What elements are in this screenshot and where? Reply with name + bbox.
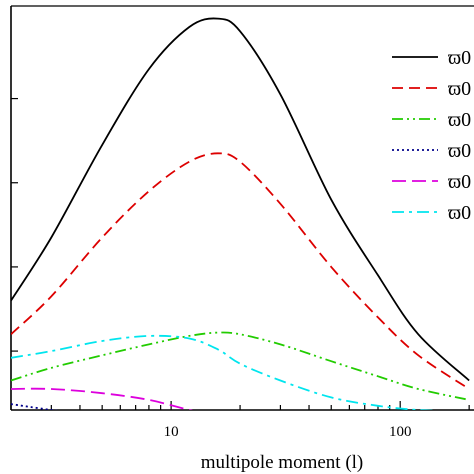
series-line-3 [11,331,470,401]
plot-frame: 10 100 [10,5,474,440]
x-tick-label: 100 [389,424,412,440]
x-axis-label: multipole moment (l) [201,452,364,473]
series-line-1 [11,17,470,382]
legend: ϖ0 ϖ0 ϖ0 ϖ0 ϖ0 ϖ0 [392,47,471,224]
series-line-6 [11,334,439,410]
series-line-2 [11,152,470,390]
x-tick-label: 10 [164,424,179,440]
legend-label-3: ϖ0 [448,109,471,131]
legend-label-6: ϖ0 [448,202,471,224]
series-layer [11,17,470,410]
legend-label-4: ϖ0 [448,140,471,162]
series-line-5 [11,387,194,410]
legend-label-2: ϖ0 [448,78,471,100]
legend-label-5: ϖ0 [448,171,471,193]
legend-label-1: ϖ0 [448,47,471,69]
